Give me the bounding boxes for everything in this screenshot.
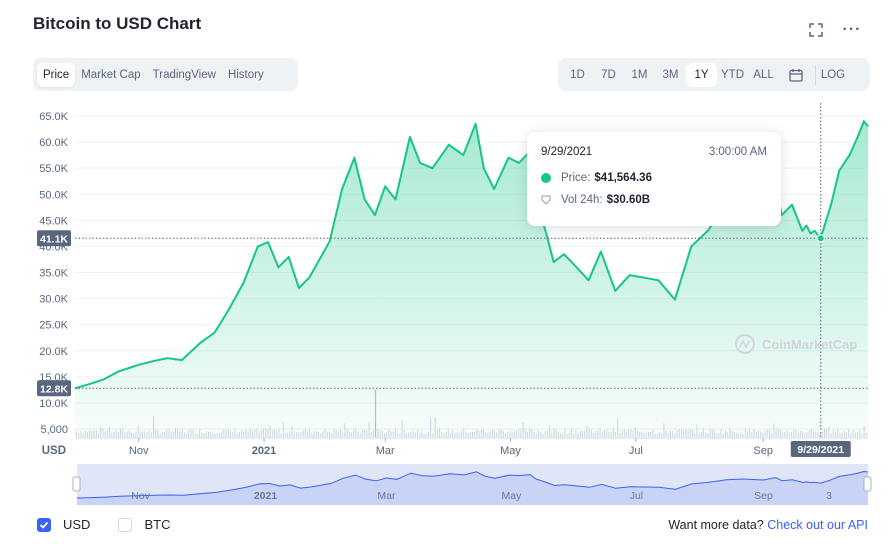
btc-label: BTC [144, 517, 171, 532]
api-link[interactable]: Check out our API [767, 518, 868, 532]
coinmarketcap-logo-icon [735, 334, 755, 354]
usd-checkbox[interactable] [37, 517, 51, 532]
btc-checkbox[interactable] [118, 517, 133, 532]
chart-type-tabs: Price Market Cap TradingView History [33, 58, 298, 91]
watermark-text: CoinMarketCap [762, 337, 857, 352]
volume-shield-icon [541, 195, 551, 205]
hover-date-badge-bg [790, 441, 851, 457]
navigator-tick-label: 3 [826, 490, 832, 502]
range-ytd[interactable]: YTD [721, 68, 744, 81]
y-tick-label: 50.0K [39, 189, 68, 201]
chart-title: Bitcoin to USD Chart [33, 14, 202, 33]
x-tick-label: Mar [376, 445, 395, 457]
tooltip-price-value: $41,564.36 [594, 172, 652, 184]
more-data-note: Want more data? Check out our API [668, 518, 868, 532]
y-tick-label: 25.0K [39, 320, 68, 332]
range-7d[interactable]: 7D [601, 68, 616, 81]
x-tick-label: Jul [629, 445, 643, 457]
x-tick-label: Nov [129, 445, 149, 457]
navigator-tick-label: Jul [630, 490, 643, 502]
usd-label: USD [63, 517, 91, 532]
fullscreen-icon[interactable] [805, 20, 827, 40]
navigator-tick-label: 2021 [254, 490, 278, 502]
more-data-text: Want more data? [668, 518, 764, 532]
navigator-tick-label: Mar [377, 490, 396, 502]
range-all[interactable]: ALL [753, 68, 774, 81]
range-1y[interactable]: 1Y [686, 62, 717, 87]
navigator-tick-label: May [502, 490, 523, 502]
tooltip-volume-label: Vol 24h: [561, 194, 603, 206]
range-3m[interactable]: 3M [662, 68, 679, 81]
navigator-tick-label: Sep [754, 490, 773, 502]
hover-date-badge: 9/29/2021 [797, 444, 844, 456]
log-scale-toggle[interactable]: LOG [820, 68, 846, 81]
reference-lines [75, 103, 868, 438]
tab-history[interactable]: History [227, 68, 264, 81]
value-badges: 41.1K 12.8K 9/29/2021 [37, 230, 851, 457]
x-tick-label: May [500, 445, 521, 457]
navigator-area [77, 471, 868, 505]
tab-tradingview[interactable]: TradingView [152, 68, 216, 81]
start-value-badge-bg [37, 380, 71, 397]
navigator-line [76, 470, 869, 499]
price-area-fill [75, 121, 868, 437]
y-tick-label: 5,000 [40, 424, 68, 436]
x-axis: Nov 2021 Mar May Jul Sep [129, 438, 773, 457]
y-tick-label: 35.0K [39, 268, 68, 280]
y-tick-label: 55.0K [39, 163, 68, 175]
price-dot-icon [541, 173, 551, 183]
y-tick-label: 60.0K [39, 137, 68, 149]
tooltip-time: 3:00:00 AM [708, 146, 767, 158]
watermark: CoinMarketCap [735, 334, 857, 354]
hover-value-badge: 41.1K [40, 233, 68, 245]
more-options-icon[interactable]: ··· [842, 21, 862, 38]
navigator-tick-label: Nov [131, 490, 150, 502]
y-tick-label: 30.0K [39, 294, 68, 306]
start-value-badge: 12.8K [40, 383, 68, 395]
navigator-left-handle[interactable] [72, 476, 81, 492]
calendar-icon[interactable] [779, 62, 813, 88]
currency-toggles: USD BTC [37, 517, 170, 532]
y-tick-label: 10.0K [39, 398, 68, 410]
y-tick-label: 65.0K [39, 111, 68, 123]
y-axis: 65.0K60.0K55.0K50.0K45.0K40.0K35.0K30.0K… [39, 111, 68, 457]
range-1m[interactable]: 1M [631, 68, 648, 81]
price-tooltip: 9/29/2021 3:00:00 AM Price: $41,564.36 V… [527, 132, 781, 226]
range-1d[interactable]: 1D [570, 68, 585, 81]
tab-market-cap[interactable]: Market Cap [81, 68, 141, 81]
hover-point [816, 234, 825, 243]
x-tick-label: Sep [753, 445, 773, 457]
y-tick-label: 45.0K [39, 215, 68, 227]
tooltip-volume-value: $30.60B [606, 194, 651, 206]
tab-price[interactable]: Price [37, 62, 76, 87]
tooltip-price-label: Price: [561, 172, 591, 184]
y-unit-label: USD [42, 445, 66, 457]
y-tick-label: 20.0K [39, 346, 68, 358]
x-tick-label: 2021 [252, 445, 276, 457]
hover-value-badge-bg [37, 230, 71, 247]
tooltip-date: 9/29/2021 [541, 146, 593, 158]
range-navigator[interactable]: Nov 2021 Mar May Jul Sep 3 [72, 464, 872, 505]
time-range-selector: 1D 7D 1M 3M 1Y YTD ALL LOG [558, 58, 870, 91]
price-line [74, 120, 869, 390]
range-divider [815, 64, 816, 85]
navigator-right-handle[interactable] [863, 476, 872, 492]
